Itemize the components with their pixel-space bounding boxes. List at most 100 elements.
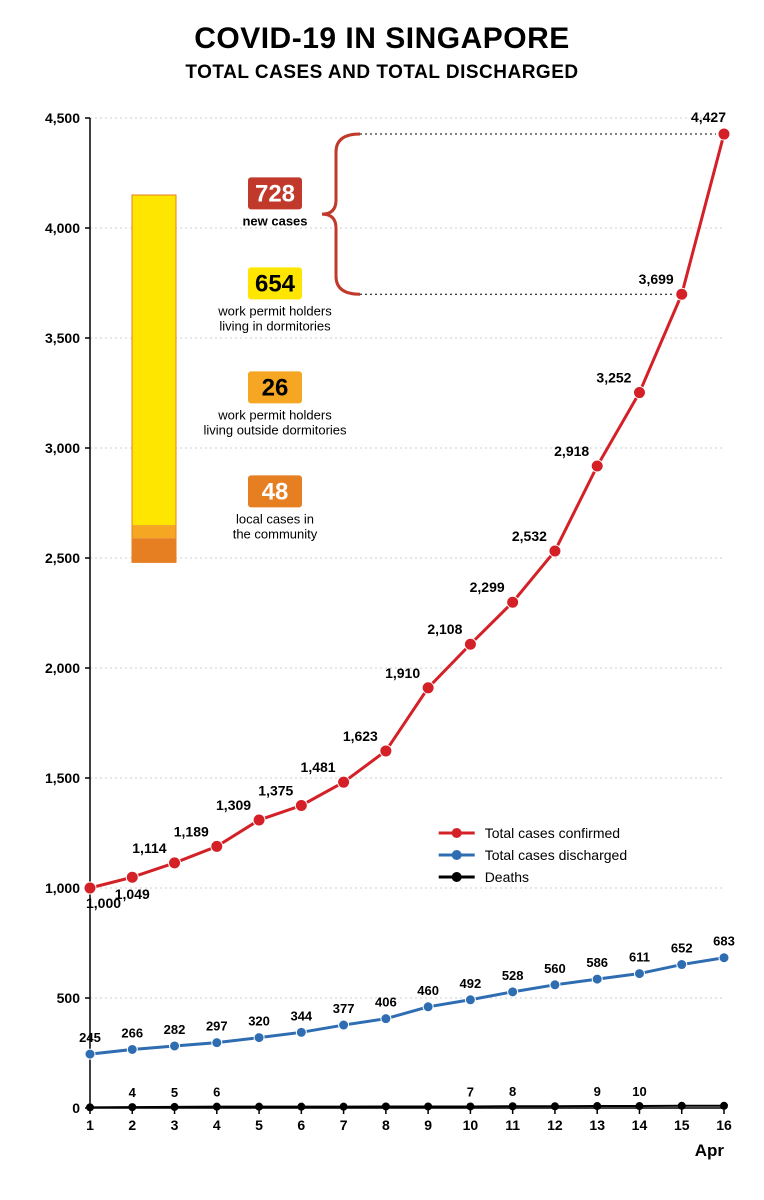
x-tick-label: 15 xyxy=(674,1117,690,1133)
x-tick-label: 4 xyxy=(213,1117,221,1133)
x-tick-label: 9 xyxy=(424,1117,432,1133)
legend-marker xyxy=(452,872,462,882)
series-point-deaths xyxy=(297,1103,305,1111)
series-point-discharged xyxy=(170,1041,180,1051)
series-point-deaths xyxy=(635,1102,643,1110)
point-label-deaths: 6 xyxy=(213,1085,220,1100)
point-label-discharged: 377 xyxy=(333,1001,355,1016)
series-point-discharged xyxy=(508,987,518,997)
point-label-confirmed: 3,252 xyxy=(596,370,631,386)
legend-marker xyxy=(452,828,462,838)
callout-outside-label1: work permit holders xyxy=(217,407,332,422)
point-label-confirmed: 1,623 xyxy=(343,728,378,744)
point-label-discharged: 611 xyxy=(629,950,650,965)
series-point-deaths xyxy=(340,1103,348,1111)
y-tick-label: 1,000 xyxy=(45,880,80,896)
point-label-deaths: 5 xyxy=(171,1085,178,1100)
legend-label: Deaths xyxy=(485,869,529,885)
series-point-confirmed xyxy=(295,800,307,812)
series-point-deaths xyxy=(551,1102,559,1110)
series-point-discharged xyxy=(254,1033,264,1043)
x-tick-label: 6 xyxy=(297,1117,305,1133)
point-label-discharged: 460 xyxy=(417,983,439,998)
point-label-discharged: 266 xyxy=(121,1025,143,1040)
page: COVID-19 IN SINGAPORE TOTAL CASES AND TO… xyxy=(0,0,764,1200)
series-line-deaths xyxy=(90,1106,724,1108)
point-label-deaths: 9 xyxy=(594,1084,601,1099)
callout-outside-value: 26 xyxy=(262,374,289,401)
chart: 05001,0001,5002,0002,5003,0003,5004,0004… xyxy=(20,108,744,1168)
series-point-discharged xyxy=(550,980,560,990)
callout-community-label1: local cases in xyxy=(236,511,314,526)
series-point-discharged xyxy=(212,1038,222,1048)
callout-dorm-label2: living in dormitories xyxy=(219,318,331,333)
series-point-deaths xyxy=(678,1102,686,1110)
point-label-discharged: 652 xyxy=(671,941,693,956)
series-point-confirmed xyxy=(591,460,603,472)
point-label-confirmed: 4,427 xyxy=(691,109,726,125)
page-subtitle: TOTAL CASES AND TOTAL DISCHARGED xyxy=(0,62,764,84)
series-point-deaths xyxy=(213,1103,221,1111)
point-label-confirmed: 2,918 xyxy=(554,443,589,459)
point-label-confirmed: 1,114 xyxy=(132,840,166,856)
point-label-deaths: 8 xyxy=(509,1084,516,1099)
series-line-confirmed xyxy=(90,134,724,888)
stacked-bar-seg-community xyxy=(132,538,176,562)
point-label-discharged: 282 xyxy=(164,1022,186,1037)
series-point-confirmed xyxy=(84,882,96,894)
series-point-deaths xyxy=(382,1102,390,1110)
series-point-confirmed xyxy=(380,745,392,757)
series-point-discharged xyxy=(634,969,644,979)
callout-dorm-value: 654 xyxy=(255,270,296,297)
series-point-deaths xyxy=(593,1102,601,1110)
series-point-deaths xyxy=(720,1102,728,1110)
point-label-confirmed: 1,910 xyxy=(385,665,420,681)
series-point-deaths xyxy=(424,1102,432,1110)
point-label-discharged: 586 xyxy=(586,955,608,970)
y-tick-label: 3,000 xyxy=(45,440,80,456)
point-label-confirmed: 1,481 xyxy=(301,759,336,775)
series-point-discharged xyxy=(465,995,475,1005)
callout-dorm-label1: work permit holders xyxy=(217,303,332,318)
x-tick-label: 16 xyxy=(716,1117,732,1133)
point-label-confirmed: 2,532 xyxy=(512,528,547,544)
y-tick-label: 4,000 xyxy=(45,220,80,236)
x-tick-label: 11 xyxy=(505,1117,520,1133)
point-label-discharged: 528 xyxy=(502,968,524,983)
series-point-confirmed xyxy=(676,288,688,300)
point-label-discharged: 683 xyxy=(713,934,735,949)
series-point-discharged xyxy=(127,1044,137,1054)
series-point-discharged xyxy=(719,953,729,963)
point-label-discharged: 297 xyxy=(206,1019,228,1034)
series-point-discharged xyxy=(423,1002,433,1012)
point-label-discharged: 344 xyxy=(290,1008,312,1023)
stacked-bar-seg-outside xyxy=(132,525,176,538)
y-tick-label: 1,500 xyxy=(45,770,80,786)
x-tick-label: 5 xyxy=(255,1117,263,1133)
x-tick-label: 10 xyxy=(463,1117,479,1133)
legend-marker xyxy=(452,850,462,860)
point-label-discharged: 320 xyxy=(248,1014,270,1029)
series-point-confirmed xyxy=(633,387,645,399)
series-point-confirmed xyxy=(422,682,434,694)
series-point-deaths xyxy=(255,1103,263,1111)
series-point-deaths xyxy=(509,1102,517,1110)
callout-community-label2: the community xyxy=(233,526,318,541)
point-label-deaths: 4 xyxy=(129,1085,137,1100)
point-label-confirmed: 2,108 xyxy=(427,621,462,637)
stacked-bar-seg-dorm xyxy=(132,195,176,525)
point-label-deaths: 10 xyxy=(632,1084,646,1099)
series-point-deaths xyxy=(171,1103,179,1111)
series-line-discharged xyxy=(90,958,724,1054)
series-point-confirmed xyxy=(464,638,476,650)
series-point-confirmed xyxy=(169,857,181,869)
bracket-icon xyxy=(322,134,360,294)
point-label-discharged: 492 xyxy=(460,976,482,991)
series-point-discharged xyxy=(85,1049,95,1059)
x-axis-label: Apr xyxy=(695,1141,725,1160)
chart-svg: 05001,0001,5002,0002,5003,0003,5004,0004… xyxy=(20,108,744,1168)
point-label-discharged: 406 xyxy=(375,995,397,1010)
y-tick-label: 3,500 xyxy=(45,330,80,346)
series-point-discharged xyxy=(677,960,687,970)
x-tick-label: 14 xyxy=(632,1117,648,1133)
